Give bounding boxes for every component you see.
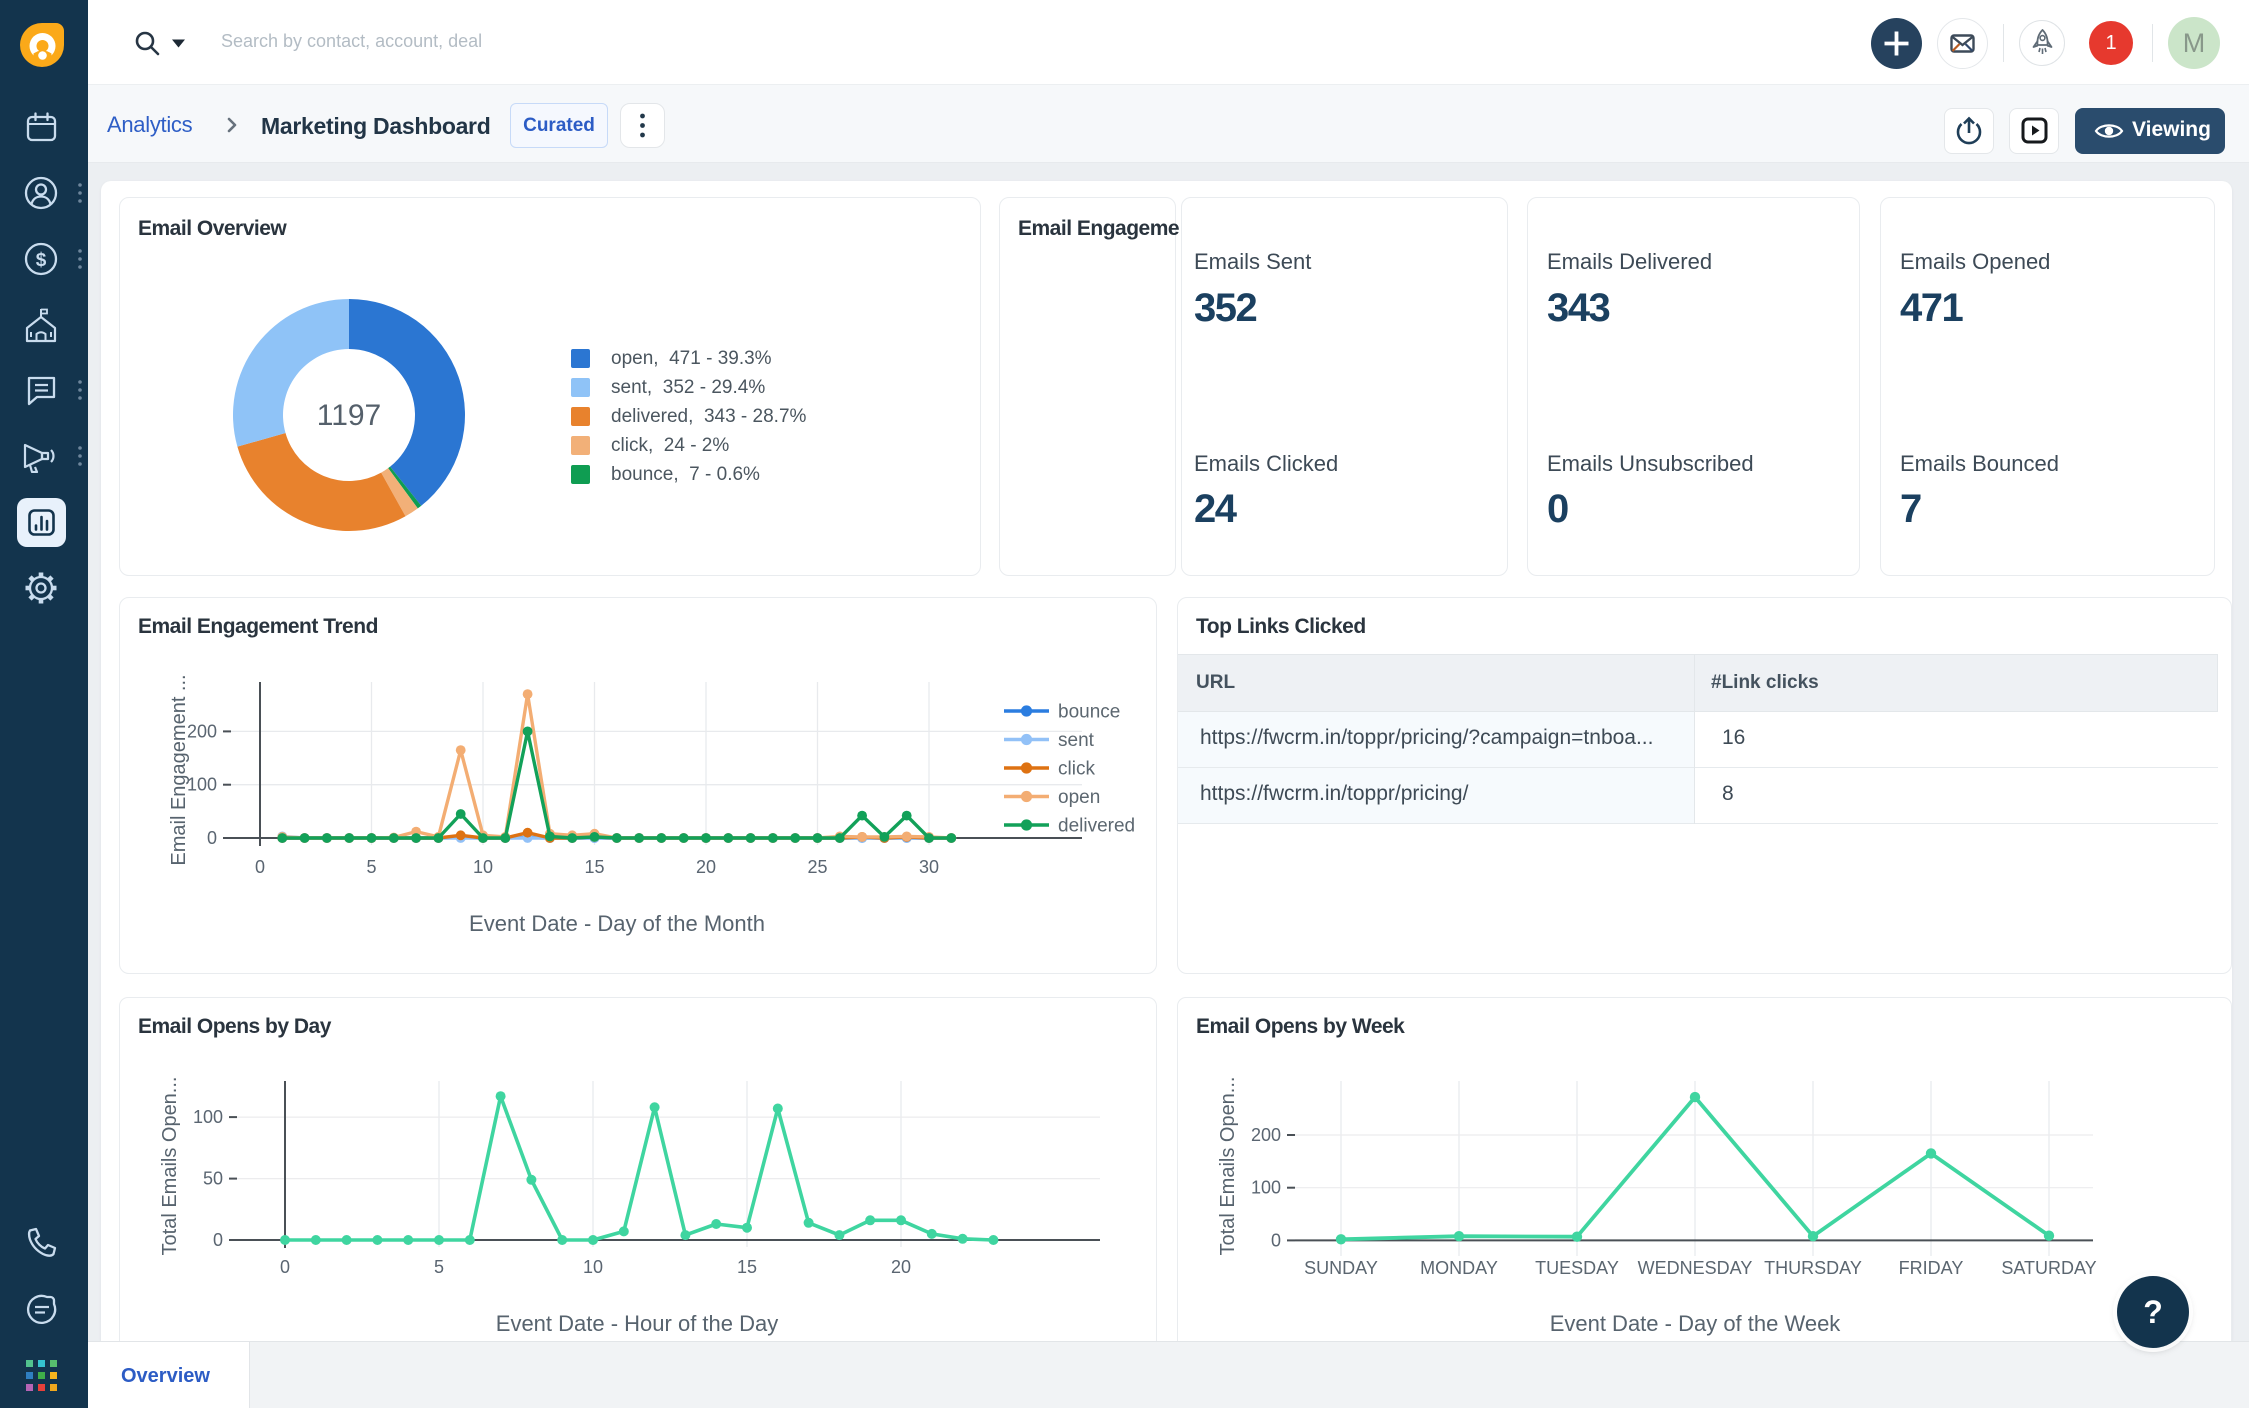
svg-text:25: 25 xyxy=(807,857,827,877)
svg-text:100: 100 xyxy=(1251,1178,1281,1198)
svg-text:0: 0 xyxy=(255,857,265,877)
svg-text:20: 20 xyxy=(696,857,716,877)
svg-text:15: 15 xyxy=(584,857,604,877)
svg-text:TUESDAY: TUESDAY xyxy=(1535,1258,1619,1278)
svg-text:THURSDAY: THURSDAY xyxy=(1764,1258,1862,1278)
svg-text:15: 15 xyxy=(737,1257,757,1277)
svg-text:30: 30 xyxy=(919,857,939,877)
svg-text:Email Engagement ...: Email Engagement ... xyxy=(168,674,190,865)
svg-text:open: open xyxy=(1058,787,1100,808)
svg-text:5: 5 xyxy=(366,857,376,877)
svg-text:click: click xyxy=(1058,759,1095,780)
svg-text:50: 50 xyxy=(203,1169,223,1189)
svg-text:200: 200 xyxy=(187,721,217,741)
svg-text:100: 100 xyxy=(187,775,217,795)
svg-text:SUNDAY: SUNDAY xyxy=(1304,1258,1378,1278)
svg-text:FRIDAY: FRIDAY xyxy=(1899,1258,1964,1278)
svg-text:sent: sent xyxy=(1058,730,1095,751)
svg-text:5: 5 xyxy=(434,1257,444,1277)
svg-text:WEDNESDAY: WEDNESDAY xyxy=(1638,1258,1753,1278)
svg-text:10: 10 xyxy=(583,1257,603,1277)
svg-text:0: 0 xyxy=(1271,1230,1281,1250)
svg-text:SATURDAY: SATURDAY xyxy=(2001,1258,2096,1278)
svg-text:100: 100 xyxy=(193,1107,223,1127)
svg-text:200: 200 xyxy=(1251,1125,1281,1145)
svg-text:delivered: delivered xyxy=(1058,816,1135,837)
svg-text:bounce: bounce xyxy=(1058,702,1120,723)
svg-text:Total Emails Open...: Total Emails Open... xyxy=(159,1077,181,1256)
svg-text:0: 0 xyxy=(207,828,217,848)
svg-text:Total Emails Open...: Total Emails Open... xyxy=(1217,1077,1239,1256)
svg-text:$: $ xyxy=(36,250,47,271)
svg-text:Event Date - Hour of the Day: Event Date - Hour of the Day xyxy=(496,1311,778,1336)
svg-text:20: 20 xyxy=(891,1257,911,1277)
svg-text:10: 10 xyxy=(473,857,493,877)
svg-text:Event Date - Day of the Week: Event Date - Day of the Week xyxy=(1550,1311,1842,1336)
svg-text:0: 0 xyxy=(280,1257,290,1277)
svg-text:1197: 1197 xyxy=(317,399,382,432)
svg-text:Event Date - Day of the Month: Event Date - Day of the Month xyxy=(469,911,765,936)
svg-text:MONDAY: MONDAY xyxy=(1420,1258,1498,1278)
svg-text:0: 0 xyxy=(213,1230,223,1250)
